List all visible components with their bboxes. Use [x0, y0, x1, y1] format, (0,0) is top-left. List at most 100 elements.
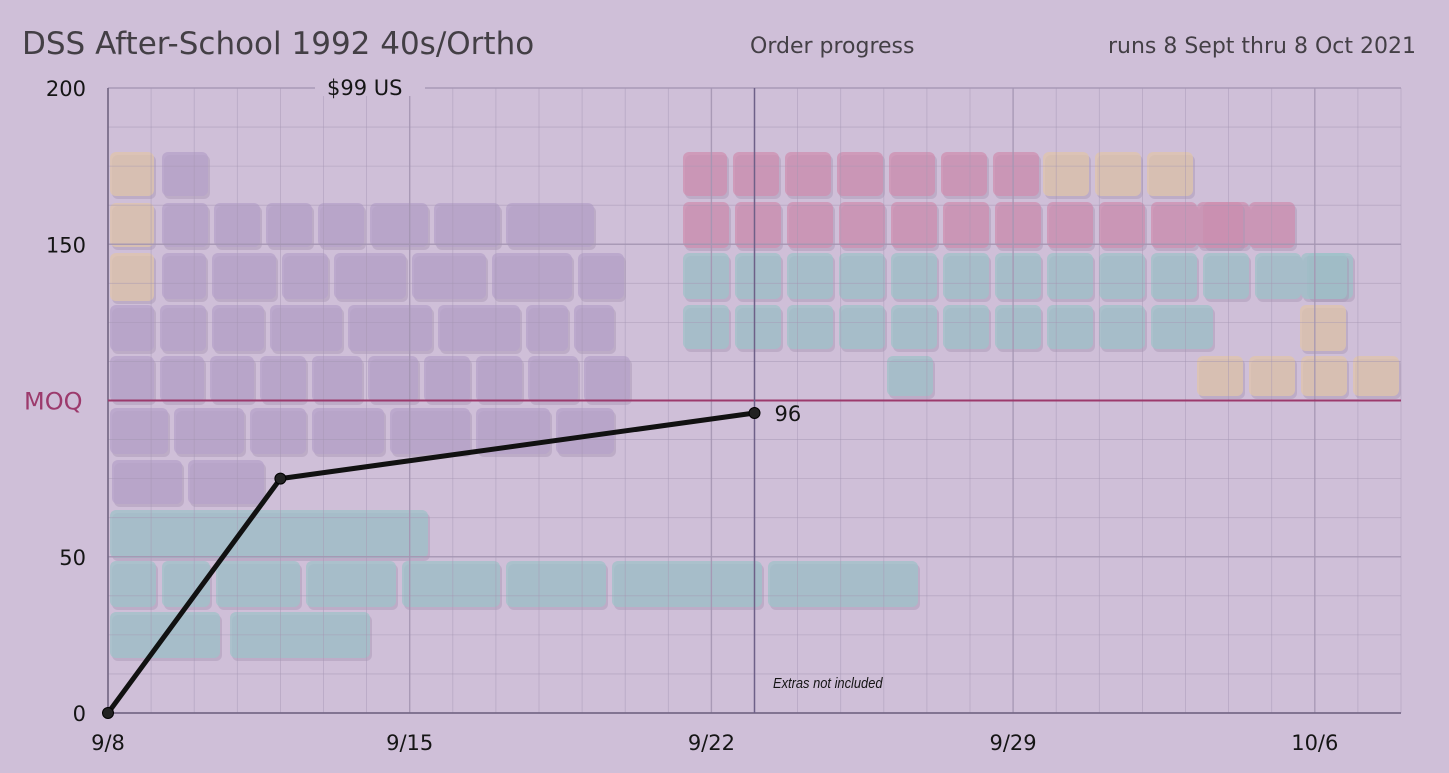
- keycap: [995, 202, 1041, 248]
- x-tick-label: 9/8: [91, 731, 125, 755]
- axis-ticks: 9/8 9/15 9/22 9/29 10/6 0 50 150 200: [46, 77, 1338, 755]
- keycap: [250, 408, 306, 454]
- keycap: [1047, 253, 1093, 299]
- keycap: [368, 356, 418, 402]
- keycap: [212, 253, 276, 299]
- keycap: [282, 253, 328, 299]
- keycap: [412, 253, 486, 299]
- price-label: $99 US: [327, 76, 403, 100]
- keycap: [995, 305, 1041, 349]
- keycap: [574, 305, 614, 351]
- chart-subtitle: Order progress: [750, 34, 915, 59]
- keycap: [260, 356, 306, 402]
- keycap: [943, 305, 989, 349]
- keycap: [993, 152, 1039, 196]
- keycap: [174, 408, 244, 454]
- keycap: [1099, 253, 1145, 299]
- keycap: [334, 253, 406, 299]
- keycap: [1147, 152, 1193, 196]
- keycap: [312, 356, 362, 402]
- keycap: [556, 408, 614, 454]
- keycap: [110, 203, 154, 247]
- keycap: [1099, 305, 1145, 349]
- data-point: [748, 407, 761, 419]
- keycap: [1353, 356, 1399, 396]
- keycap: [162, 152, 208, 196]
- keycap: [162, 253, 206, 299]
- keycap: [943, 202, 989, 248]
- keycap: [683, 202, 729, 248]
- keycap: [1301, 356, 1347, 396]
- keycap: [1047, 305, 1093, 349]
- keycap: [683, 305, 729, 349]
- keycap: [162, 203, 208, 247]
- keycap: [370, 203, 428, 247]
- keycap: [188, 460, 264, 504]
- keycap: [889, 152, 935, 196]
- chart-labels: MOQ 96 Extras not included: [24, 80, 884, 691]
- keycap: [112, 460, 182, 504]
- annotation-text: Extras not included: [773, 674, 884, 691]
- keycap: [348, 305, 432, 351]
- keycap: [787, 202, 833, 248]
- keycap: [735, 253, 781, 299]
- keycap: [891, 305, 937, 349]
- data-label: 96: [775, 402, 802, 426]
- chart-title: DSS After-School 1992 40s/Ortho: [22, 26, 535, 62]
- y-tick-label: 50: [59, 546, 86, 570]
- keycap: [1255, 253, 1301, 299]
- keycap: [1300, 305, 1346, 351]
- keycap: [110, 253, 154, 301]
- data-point: [274, 472, 287, 485]
- keycap: [1197, 356, 1243, 396]
- keycap: [995, 253, 1041, 299]
- y-tick-label: 0: [73, 702, 86, 726]
- keycap: [210, 356, 254, 402]
- keycap: [110, 356, 154, 402]
- keycap: [438, 305, 520, 351]
- keycap: [1099, 202, 1145, 248]
- keycap: [270, 305, 342, 351]
- keycap: [837, 152, 883, 196]
- keycap: [584, 356, 630, 402]
- keycap: [787, 253, 833, 299]
- keycap: [424, 356, 470, 402]
- keycap: [578, 253, 624, 299]
- keycap: [110, 408, 168, 454]
- keycap: [943, 253, 989, 299]
- keycap: [785, 152, 831, 196]
- keycap: [1203, 253, 1249, 299]
- keycap: [1047, 202, 1093, 248]
- x-tick-label: 9/22: [688, 731, 735, 755]
- keycap: [526, 305, 568, 351]
- keycap: [476, 356, 522, 402]
- price-label-backdrop: [315, 80, 425, 96]
- keycap: [1043, 152, 1089, 196]
- data-point: [102, 707, 114, 719]
- keycap: [683, 253, 729, 299]
- y-tick-label: 150: [46, 233, 86, 257]
- keycap: [110, 305, 154, 351]
- x-tick-label: 10/6: [1291, 731, 1338, 755]
- x-tick-label: 9/15: [386, 731, 433, 755]
- keycap: [528, 356, 578, 402]
- keycap: [1197, 202, 1243, 248]
- keycap: [312, 408, 384, 454]
- keycap: [110, 510, 428, 558]
- run-dates: runs 8 Sept thru 8 Oct 2021: [1107, 34, 1416, 59]
- keycap: [941, 152, 987, 196]
- keycap: [492, 253, 572, 299]
- y-tick-label: 200: [46, 77, 86, 101]
- keycap: [318, 203, 364, 247]
- reference-lines: [108, 88, 1401, 713]
- keycap: [733, 152, 779, 196]
- keycap: [160, 356, 204, 402]
- keycap: [839, 305, 885, 349]
- keycap: [891, 202, 937, 248]
- keycap: [839, 202, 885, 248]
- keycap: [891, 253, 937, 299]
- keycap: [266, 203, 312, 247]
- keycap: [506, 203, 594, 247]
